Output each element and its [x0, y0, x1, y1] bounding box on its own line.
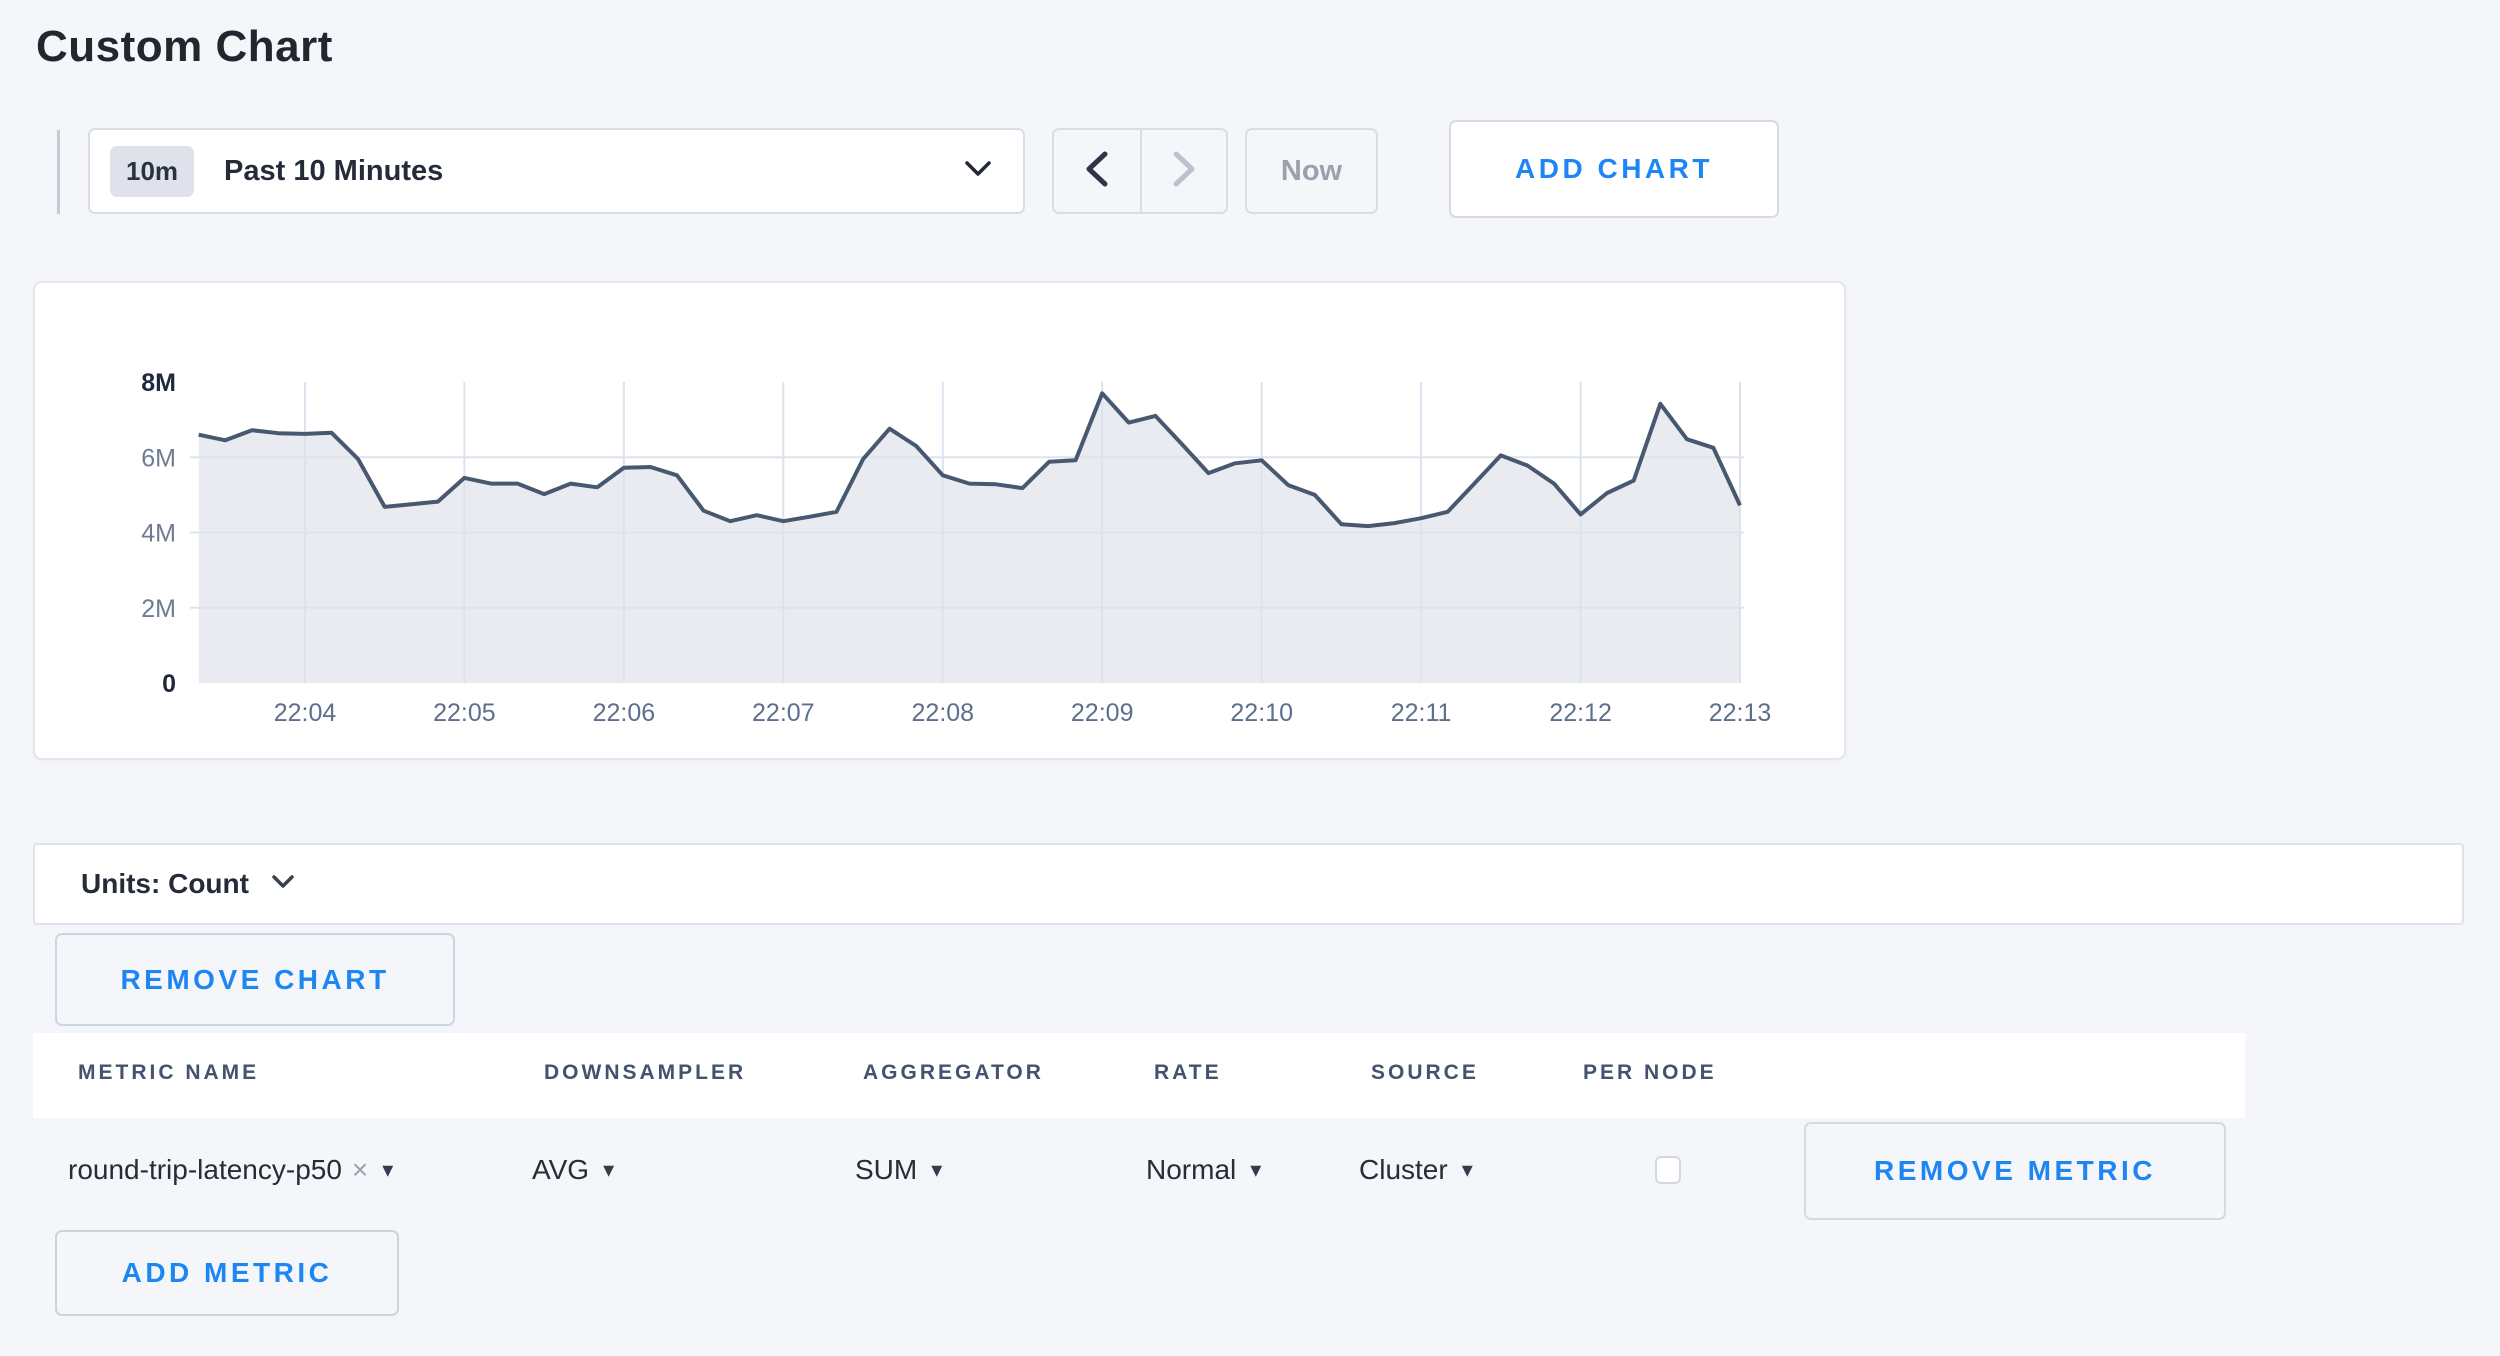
timeseries-area-chart[interactable]: 0 2M 4M 6M 8M 22:04 22:05 22:06 22:07 22:08 22:09 2… — [35, 283, 1844, 758]
units-dropdown[interactable]: Units: Count — [33, 843, 2464, 925]
caret-down-icon: ▾ — [603, 1157, 615, 1182]
caret-down-icon: ▾ — [931, 1157, 943, 1182]
step-back-button[interactable] — [1054, 130, 1140, 212]
downsampler-dropdown[interactable]: AVG ▾ — [532, 1118, 614, 1222]
time-range-dropdown[interactable]: 10m Past 10 Minutes — [88, 128, 1025, 214]
chevron-down-icon — [963, 159, 993, 184]
time-step-arrows — [1052, 128, 1228, 214]
step-forward-button[interactable] — [1140, 130, 1226, 212]
svg-text:2M: 2M — [141, 595, 176, 623]
clear-metric-icon[interactable]: × — [351, 1154, 369, 1185]
svg-text:22:06: 22:06 — [593, 699, 656, 727]
source-dropdown[interactable]: Cluster ▾ — [1359, 1118, 1473, 1222]
svg-text:22:07: 22:07 — [752, 699, 815, 727]
caret-down-icon: ▾ — [1461, 1157, 1473, 1182]
now-button[interactable]: Now — [1245, 128, 1378, 214]
svg-text:6M: 6M — [141, 444, 176, 472]
svg-text:22:11: 22:11 — [1391, 699, 1452, 727]
time-range-label: Past 10 Minutes — [224, 154, 444, 187]
chevron-down-icon — [271, 874, 295, 895]
aggregator-dropdown[interactable]: SUM ▾ — [855, 1118, 942, 1222]
per-node-checkbox[interactable] — [1655, 1156, 1681, 1184]
metric-name-value: round-trip-latency-p50 — [68, 1154, 342, 1185]
caret-down-icon: ▾ — [1250, 1157, 1262, 1182]
time-range-badge: 10m — [110, 145, 195, 197]
metric-name-dropdown[interactable]: round-trip-latency-p50 × ▾ — [68, 1118, 393, 1222]
remove-metric-button[interactable]: REMOVE METRIC — [1804, 1122, 2226, 1220]
toolbar-divider — [57, 130, 60, 214]
source-value: Cluster — [1359, 1154, 1448, 1185]
metrics-table-header: METRIC NAME DOWNSAMPLER AGGREGATOR RATE … — [33, 1033, 2245, 1118]
units-label: Units: Count — [81, 868, 249, 899]
add-chart-button[interactable]: ADD CHART — [1449, 120, 1779, 218]
column-header-aggregator: AGGREGATOR — [863, 1061, 1044, 1084]
chevron-left-icon — [1084, 150, 1110, 193]
svg-text:22:05: 22:05 — [433, 699, 496, 727]
column-header-metric-name: METRIC NAME — [78, 1061, 260, 1084]
add-metric-button[interactable]: ADD METRIC — [55, 1230, 399, 1316]
svg-text:4M: 4M — [141, 520, 176, 548]
svg-text:22:04: 22:04 — [274, 699, 337, 727]
remove-chart-button[interactable]: REMOVE CHART — [55, 933, 455, 1026]
aggregator-value: SUM — [855, 1154, 918, 1185]
svg-text:8M: 8M — [141, 369, 176, 397]
metric-row: round-trip-latency-p50 × ▾ AVG ▾ SUM ▾ N… — [33, 1118, 2245, 1222]
page-title: Custom Chart — [36, 22, 333, 71]
svg-text:22:13: 22:13 — [1709, 699, 1772, 727]
column-header-source: SOURCE — [1371, 1061, 1479, 1084]
downsampler-value: AVG — [532, 1154, 590, 1185]
svg-text:22:08: 22:08 — [912, 699, 975, 727]
rate-value: Normal — [1146, 1154, 1237, 1185]
svg-text:22:12: 22:12 — [1549, 699, 1612, 727]
chevron-right-icon — [1171, 150, 1197, 193]
column-header-downsampler: DOWNSAMPLER — [544, 1061, 747, 1084]
caret-down-icon: ▾ — [382, 1157, 394, 1182]
svg-text:22:09: 22:09 — [1071, 699, 1134, 727]
svg-text:22:10: 22:10 — [1230, 699, 1293, 727]
chart-card: 0 2M 4M 6M 8M 22:04 22:05 22:06 22:07 22:08 22:09 2… — [33, 281, 1846, 760]
column-header-per-node: PER NODE — [1583, 1061, 1717, 1084]
svg-text:0: 0 — [162, 670, 176, 698]
column-header-rate: RATE — [1154, 1061, 1222, 1084]
rate-dropdown[interactable]: Normal ▾ — [1146, 1118, 1261, 1222]
